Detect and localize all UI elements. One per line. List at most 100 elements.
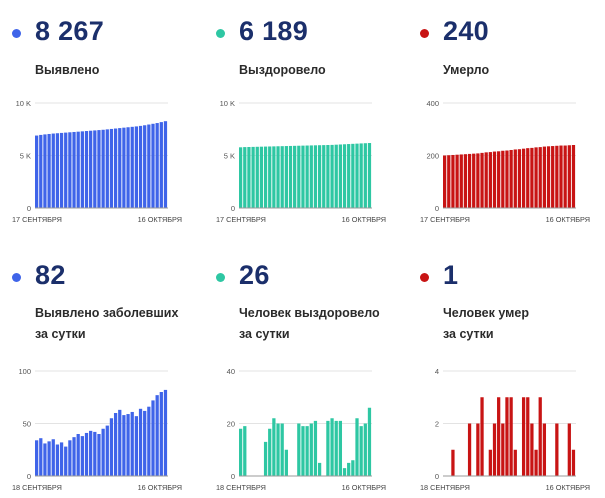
bar [567, 145, 571, 208]
x-tick-label-start: 17 СЕНТЯБРЯ [12, 215, 62, 224]
bar [472, 153, 476, 208]
bar [317, 145, 322, 208]
bar [122, 415, 126, 476]
bar [259, 146, 264, 208]
stat-value: 1 [443, 260, 459, 290]
bar [272, 418, 276, 476]
stat-label: Человек выздоровело за сутки [239, 303, 399, 345]
bar [76, 131, 80, 208]
bar-chart: 0 2 4 18 СЕНТЯБРЯ 16 ОКТЯБРЯ [420, 367, 590, 492]
bar [501, 150, 505, 208]
bar [251, 146, 255, 208]
bar [147, 406, 151, 476]
bar [530, 423, 534, 476]
bar [109, 418, 114, 476]
bar [488, 449, 492, 476]
bar-chart: 0 200 400 17 СЕНТЯБРЯ 16 ОКТЯБРЯ [420, 99, 590, 224]
bar [526, 148, 530, 208]
x-tick-label-start: 18 СЕНТЯБРЯ [12, 483, 62, 492]
bar [326, 420, 330, 477]
bar [313, 420, 318, 477]
bar [134, 126, 139, 208]
y-tick-label: 200 [426, 152, 439, 161]
bar [297, 423, 301, 476]
panel-cumulative-deaths: 240 Умерло 0 200 400 17 СЕНТЯБРЯ 16 ОКТЯБРЯ [408, 0, 593, 240]
x-tick-label-end: 16 ОКТЯБРЯ [138, 483, 182, 492]
stat-label-line: Человек умер [443, 306, 529, 320]
bar [47, 133, 51, 208]
stat-label-line: Выявлено [35, 63, 100, 77]
bar [542, 146, 547, 208]
bar [276, 423, 280, 476]
stat-value: 82 [35, 260, 66, 290]
bar [118, 128, 122, 208]
bar [447, 155, 451, 208]
bar [138, 408, 143, 476]
bar [534, 449, 538, 476]
bar [130, 126, 134, 208]
bar [480, 152, 484, 209]
stat-value: 26 [239, 260, 270, 290]
x-tick-label-start: 17 СЕНТЯБРЯ [216, 215, 266, 224]
bar [571, 145, 576, 208]
y-tick-label: 2 [435, 420, 439, 429]
bar [280, 423, 284, 476]
bar [35, 440, 39, 476]
bar [521, 148, 526, 208]
bar [105, 129, 109, 208]
bar [509, 149, 513, 208]
bar-chart: 0 20 40 18 СЕНТЯБРЯ 16 ОКТЯБРЯ [216, 367, 386, 492]
y-tick-label: 0 [231, 472, 235, 481]
bar [567, 423, 571, 476]
y-tick-label: 400 [426, 99, 439, 108]
bar [355, 143, 359, 208]
bar [159, 122, 163, 208]
bar [280, 146, 284, 208]
bar [534, 147, 538, 208]
series-dot-icon [216, 273, 225, 282]
bar-chart: 0 5 K 10 K 17 СЕНТЯБРЯ 16 ОКТЯБРЯ [216, 99, 386, 224]
bar [118, 409, 122, 476]
bar [309, 423, 313, 476]
x-tick-label-start: 18 СЕНТЯБРЯ [420, 483, 470, 492]
bar [39, 134, 43, 208]
y-tick-label: 0 [435, 472, 439, 481]
bar [72, 437, 76, 476]
bar [97, 130, 101, 208]
bar [80, 131, 84, 208]
bar [451, 449, 455, 476]
bar [64, 446, 68, 476]
y-tick-label: 10 K [16, 99, 31, 108]
bar [89, 130, 93, 208]
bar [288, 145, 293, 208]
bar [480, 397, 484, 476]
bar [455, 154, 459, 208]
y-tick-label: 10 K [220, 99, 235, 108]
bar [93, 130, 97, 208]
bar [559, 145, 563, 208]
bar [451, 154, 455, 208]
y-tick-label: 0 [231, 204, 235, 213]
bar [521, 397, 526, 476]
series-dot-icon [12, 29, 21, 38]
bar [313, 145, 318, 208]
panel-cumulative-recovered: 6 189 Выздоровело 0 5 K 10 K 17 СЕНТЯБРЯ 16 … [204, 0, 389, 240]
bar [43, 443, 47, 476]
series-dot-icon [216, 29, 225, 38]
stat-label-line: Умерло [443, 63, 490, 77]
bar-chart: 0 5 K 10 K 17 СЕНТЯБРЯ 16 ОКТЯБРЯ [12, 99, 182, 224]
bar [301, 145, 305, 208]
bar [47, 441, 51, 476]
series-dot-icon [420, 29, 429, 38]
stat-value: 6 189 [239, 16, 309, 46]
bar [43, 134, 47, 208]
bar [239, 147, 243, 208]
stat-label: Выздоровело [239, 60, 399, 81]
x-tick-label-end: 16 ОКТЯБРЯ [138, 215, 182, 224]
bar [555, 145, 559, 208]
bar [268, 146, 272, 208]
bar [39, 438, 43, 476]
series-dot-icon [420, 273, 429, 282]
bar [276, 146, 280, 208]
bar [55, 444, 60, 476]
